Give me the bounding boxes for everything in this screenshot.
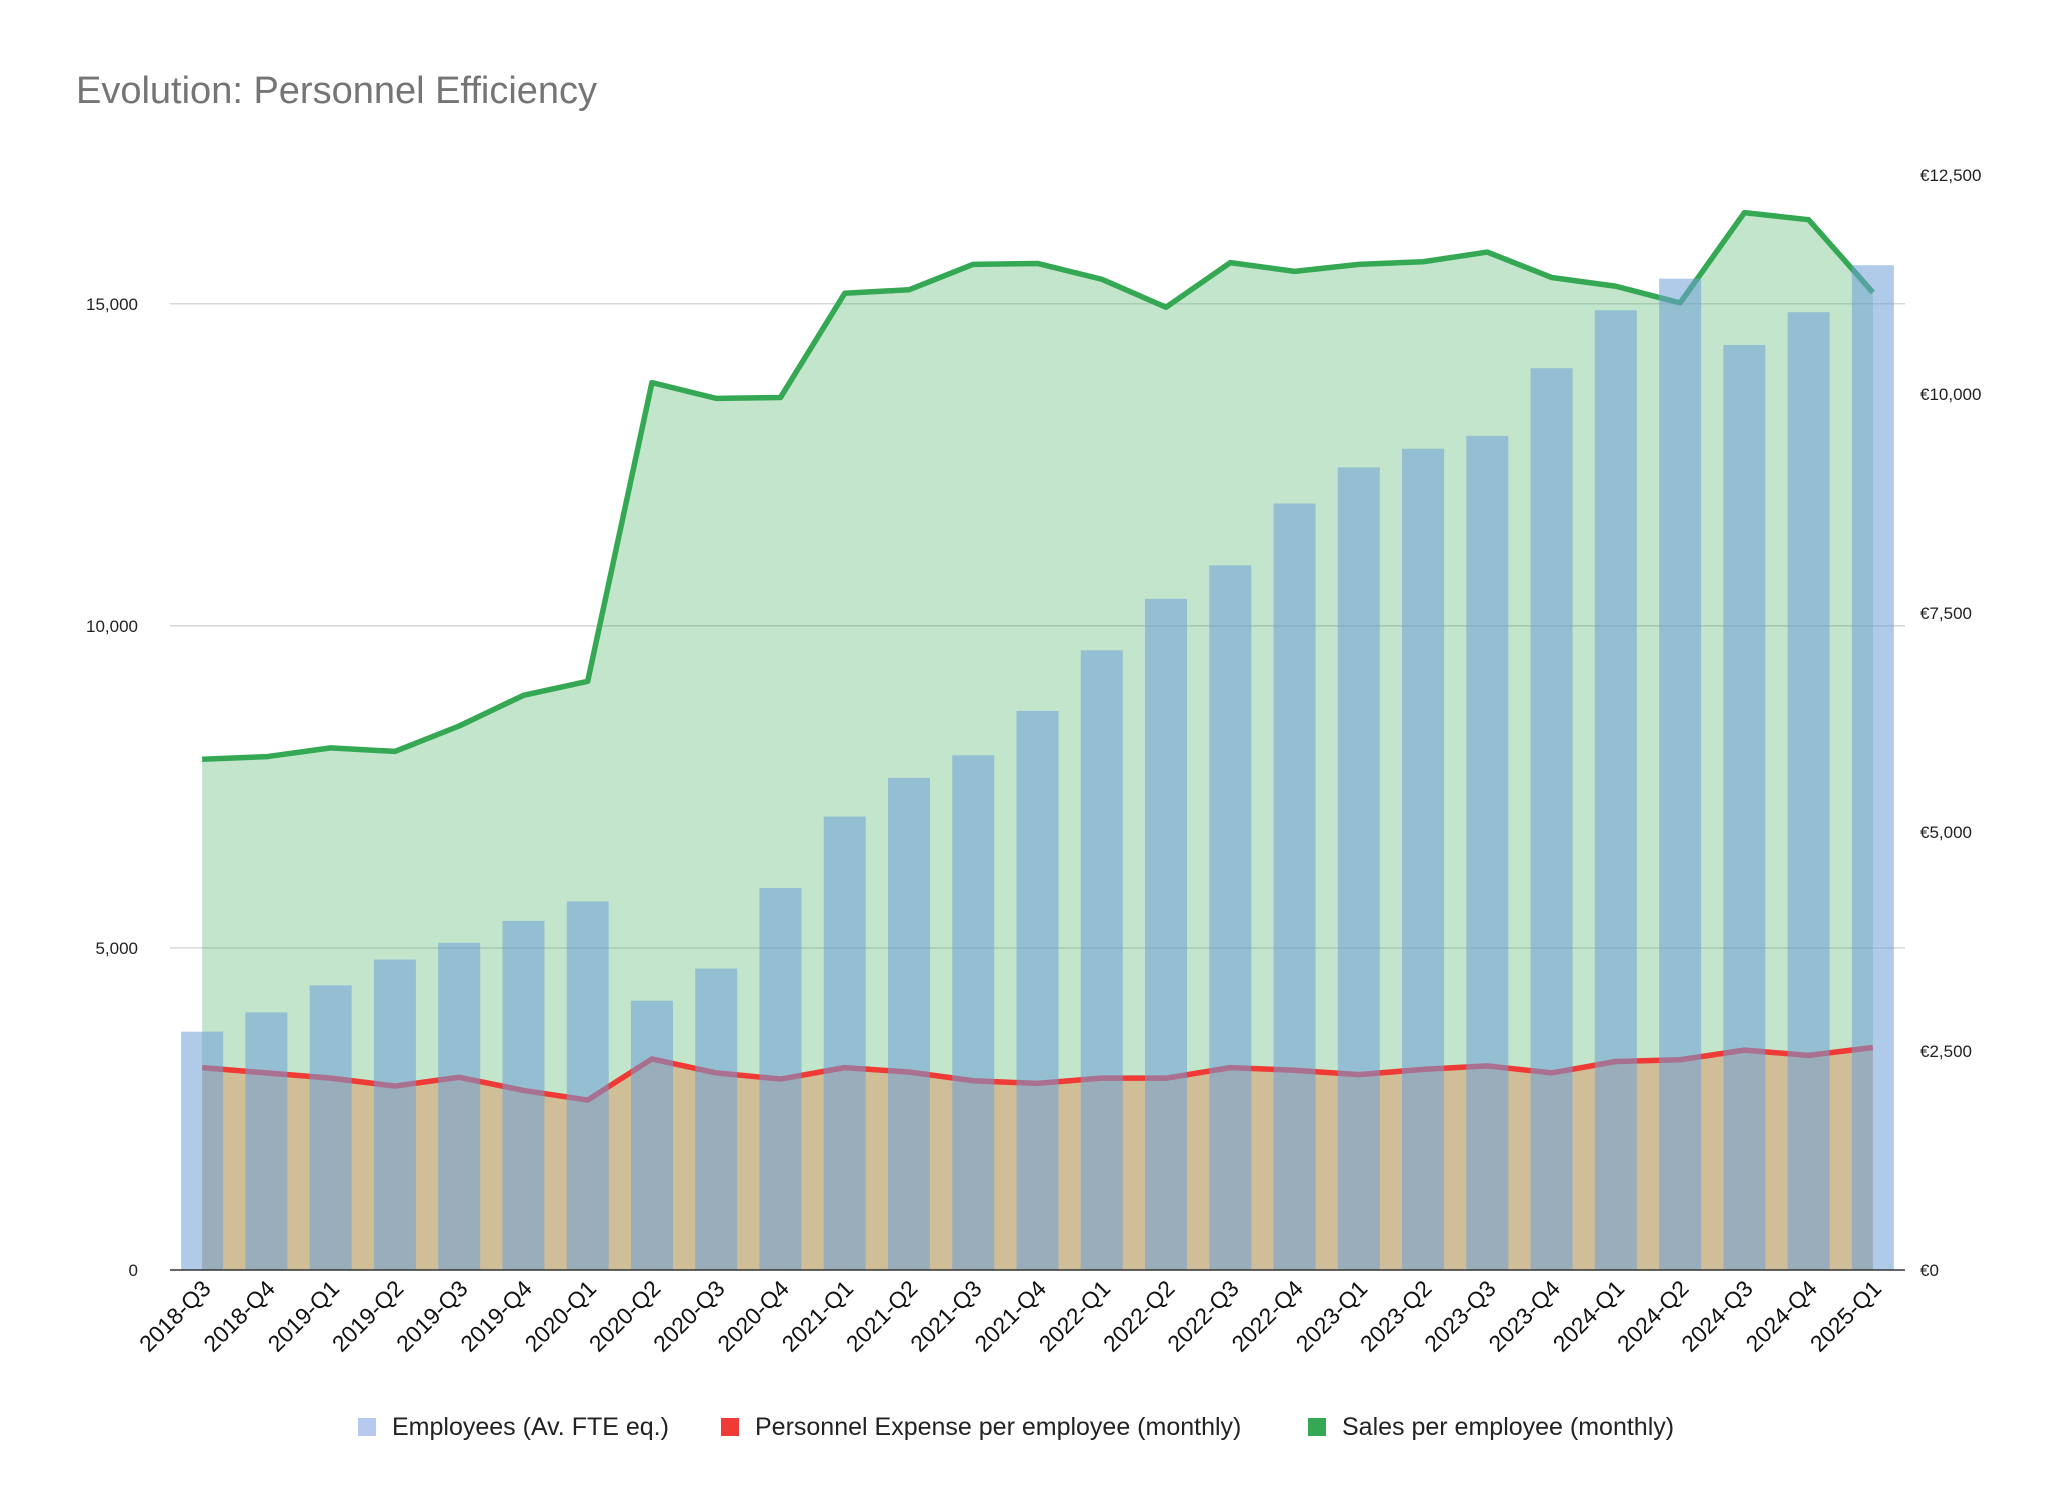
employees-bar [630,1000,673,1270]
employees-bar [1659,278,1702,1270]
employees-bar [309,985,352,1270]
sales-line [202,209,1875,763]
chart-title: Evolution: Personnel Efficiency [76,70,598,112]
employees-bar [1723,345,1766,1270]
employees-bar [1016,710,1059,1270]
employees-bar [1080,650,1123,1270]
employees-bar [1273,503,1316,1270]
employees-bar [438,942,481,1270]
y-left-tick-label: 10,000 [86,617,138,636]
x-axis-labels: 2018-Q32018-Q42019-Q12019-Q22019-Q32019-… [134,1275,1886,1357]
legend-label: Sales per employee (monthly) [1342,1413,1674,1441]
employees-bar [1145,598,1188,1270]
employees-bar [1337,467,1380,1270]
y-right-tick-label: €2,500 [1920,1042,1972,1061]
employees-bar [1787,312,1830,1271]
y-left-tick-label: 5,000 [95,939,138,958]
legend: Employees (Av. FTE eq.) Personnel Expense… [358,1413,1674,1441]
employees-bar [502,920,545,1270]
legend-label: Employees (Av. FTE eq.) [392,1413,669,1441]
legend-label: Personnel Expense per employee (monthly) [755,1413,1241,1441]
employees-bar [887,777,930,1270]
legend-swatch [358,1418,376,1436]
employees-bar [823,816,866,1270]
employees-bar [1466,435,1509,1270]
legend-swatch [721,1418,739,1436]
employees-bar [695,968,738,1270]
y-left-tick-label: 15,000 [86,295,138,314]
y-right-tick-label: €12,500 [1920,166,1981,185]
employees-bar [759,888,802,1270]
employees-bar [181,1031,224,1270]
y-left-tick-label: 0 [129,1261,138,1280]
employees-bar [566,901,609,1270]
employees-bar [1594,310,1637,1270]
employees-bar [373,959,416,1270]
y-right-tick-label: €10,000 [1920,385,1981,404]
employees-bar [1402,448,1445,1270]
y-axis-right: €0 €2,500 €5,000 €7,500 €10,000 €12,500 [1920,166,1981,1280]
employees-bars [181,265,1894,1271]
employees-bar [952,755,995,1270]
y-right-tick-label: €5,000 [1920,823,1972,842]
y-right-tick-label: €7,500 [1920,604,1972,623]
employees-bar [245,1012,288,1270]
x-tick-label: 2025-Q1 [1805,1275,1887,1357]
y-axis-left: 0 5,000 10,000 15,000 [86,295,138,1280]
employees-bar [1209,565,1252,1270]
legend-swatch [1308,1418,1326,1436]
employees-bar [1530,368,1573,1270]
y-right-tick-label: €0 [1920,1261,1939,1280]
employees-bar [1851,265,1894,1270]
